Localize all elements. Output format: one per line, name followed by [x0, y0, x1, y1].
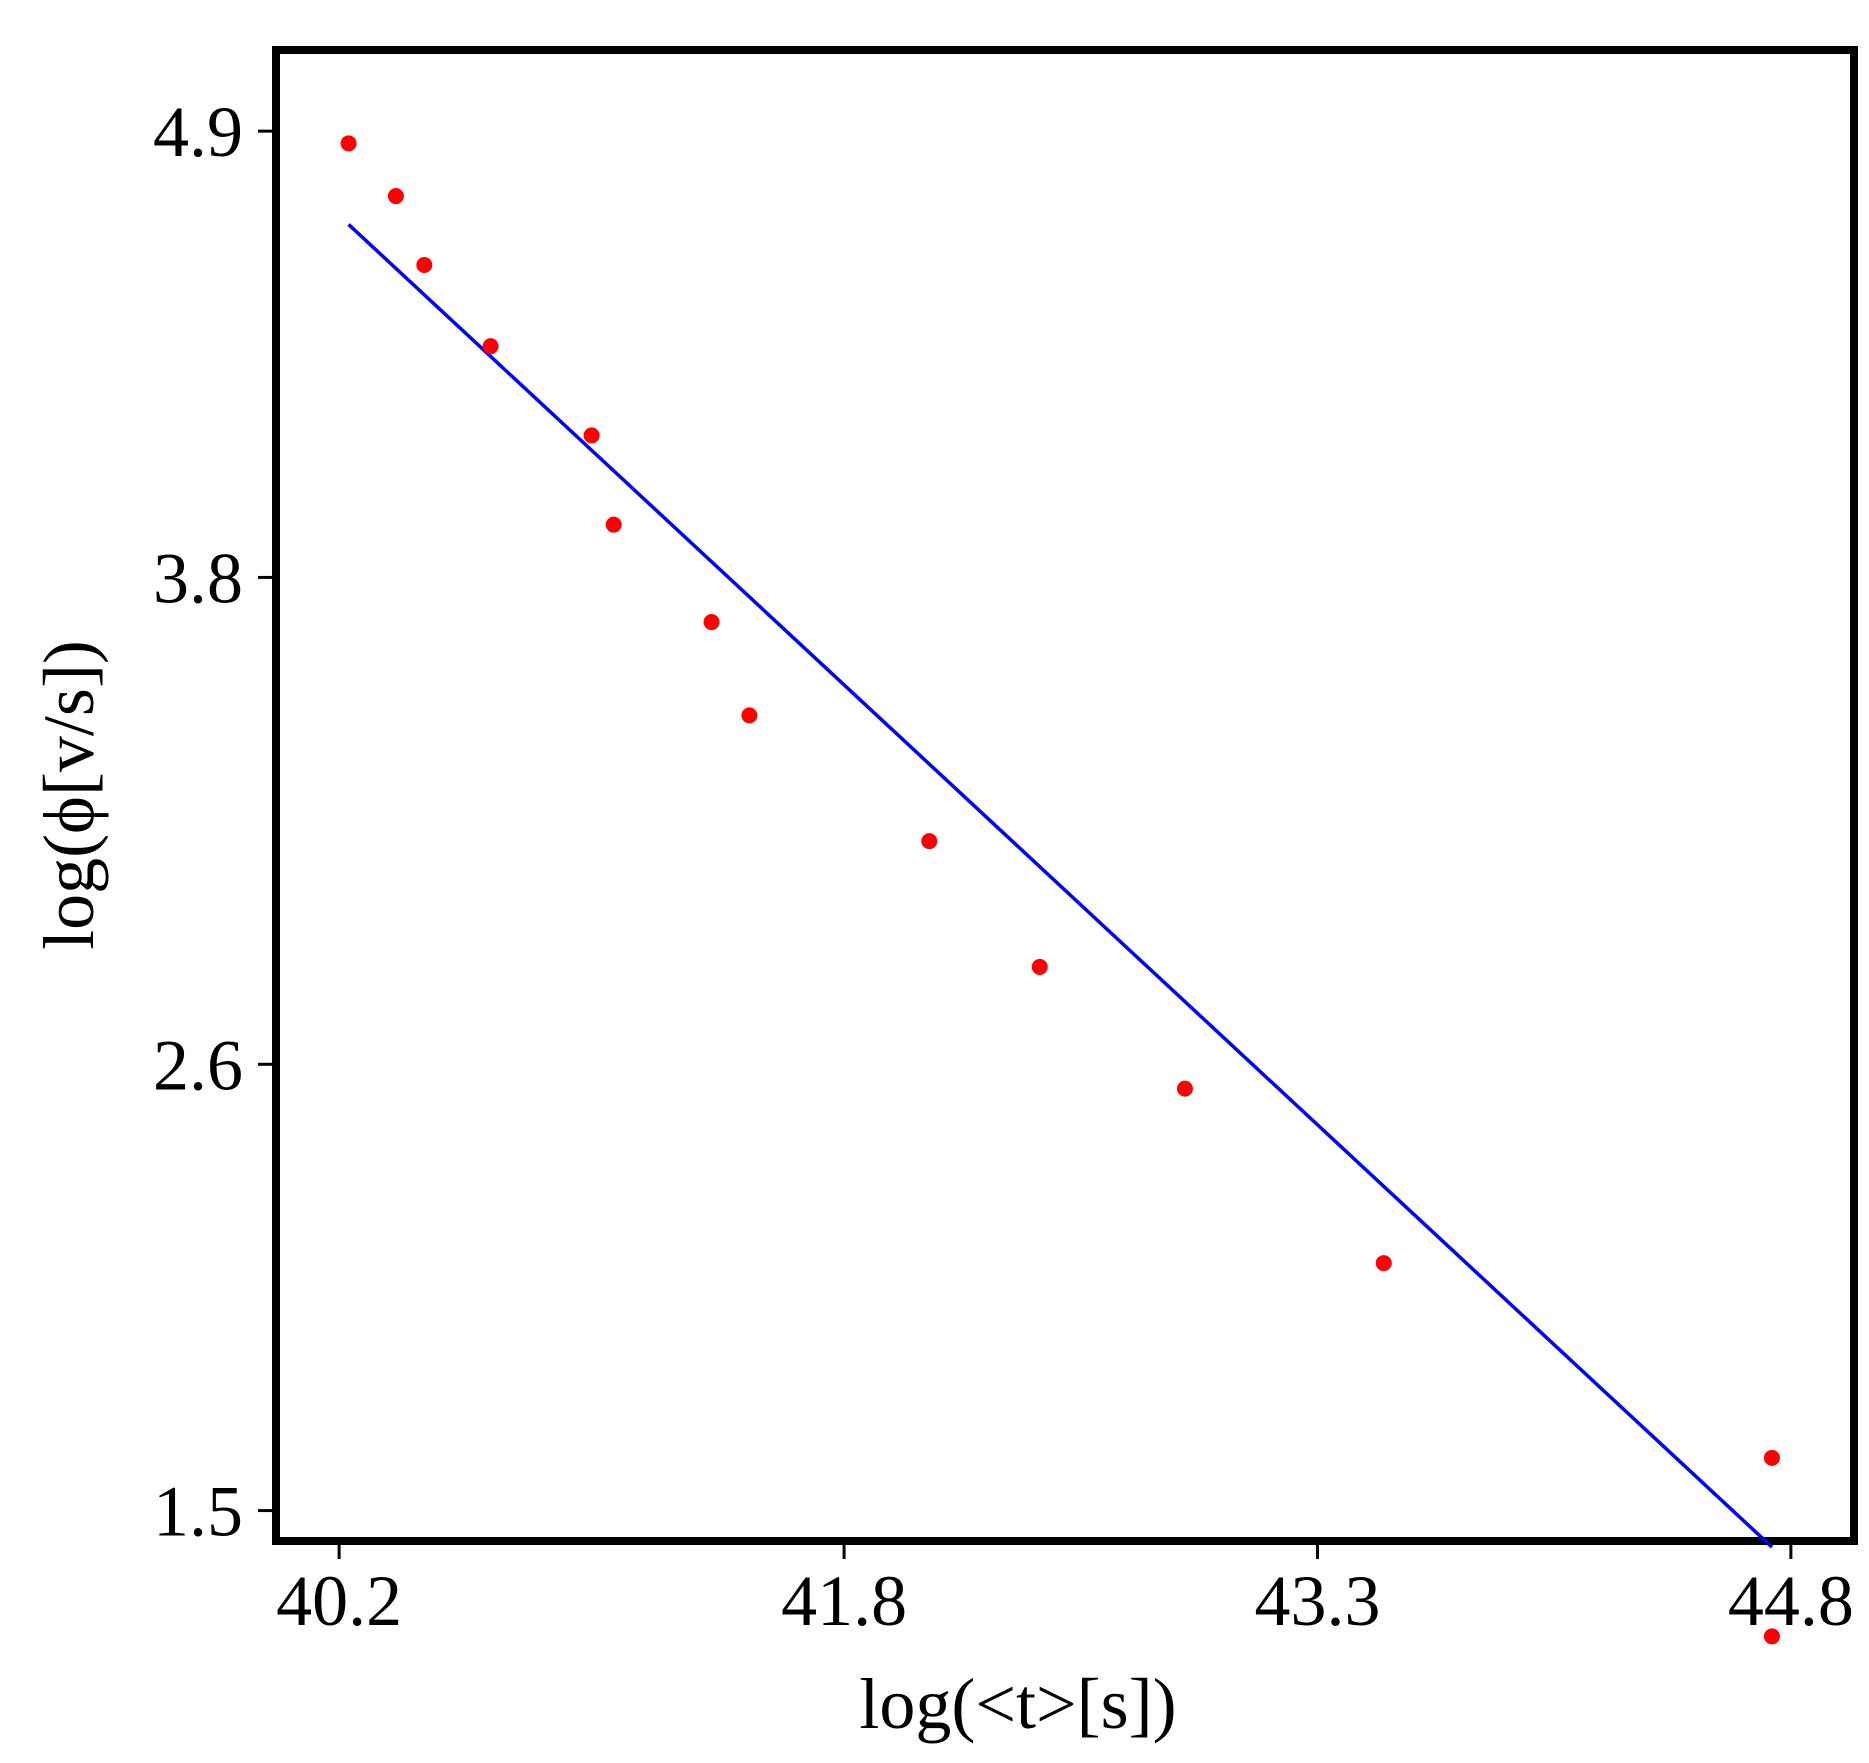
- data-point: [921, 833, 938, 850]
- y-axis-label: log(ϕ[v/s]): [29, 640, 109, 950]
- data-point: [1176, 1080, 1193, 1097]
- y-tick-label: 4.9: [153, 92, 243, 172]
- data-point: [605, 516, 622, 533]
- data-point: [1375, 1255, 1392, 1272]
- y-axis-ticks: 1.5 2.6 3.8 4.9: [153, 92, 272, 1552]
- data-point: [741, 707, 758, 724]
- x-axis-label: log(<t>[s]): [859, 1664, 1176, 1744]
- y-tick-label: 1.5: [153, 1472, 243, 1552]
- chart-marks: [340, 135, 1780, 1645]
- data-point: [583, 427, 600, 444]
- y-tick-label: 3.8: [153, 538, 243, 618]
- data-point: [482, 338, 499, 355]
- y-tick-label: 2.6: [153, 1025, 243, 1105]
- data-point: [703, 614, 720, 631]
- x-tick-label: 41.8: [781, 1561, 907, 1641]
- data-point: [416, 257, 433, 274]
- x-tick-label: 43.3: [1254, 1561, 1380, 1641]
- data-point: [1031, 958, 1048, 975]
- x-axis-ticks: 40.2 41.8 43.3 44.8: [276, 1545, 1854, 1641]
- plot-frame: [272, 46, 1858, 1545]
- data-point: [1763, 1628, 1780, 1645]
- data-point: [1763, 1449, 1780, 1466]
- fit-line: [347, 223, 1774, 1549]
- data-point: [387, 188, 404, 205]
- x-tick-label: 40.2: [276, 1561, 402, 1641]
- x-tick-label: 44.8: [1728, 1561, 1854, 1641]
- data-point: [340, 135, 357, 152]
